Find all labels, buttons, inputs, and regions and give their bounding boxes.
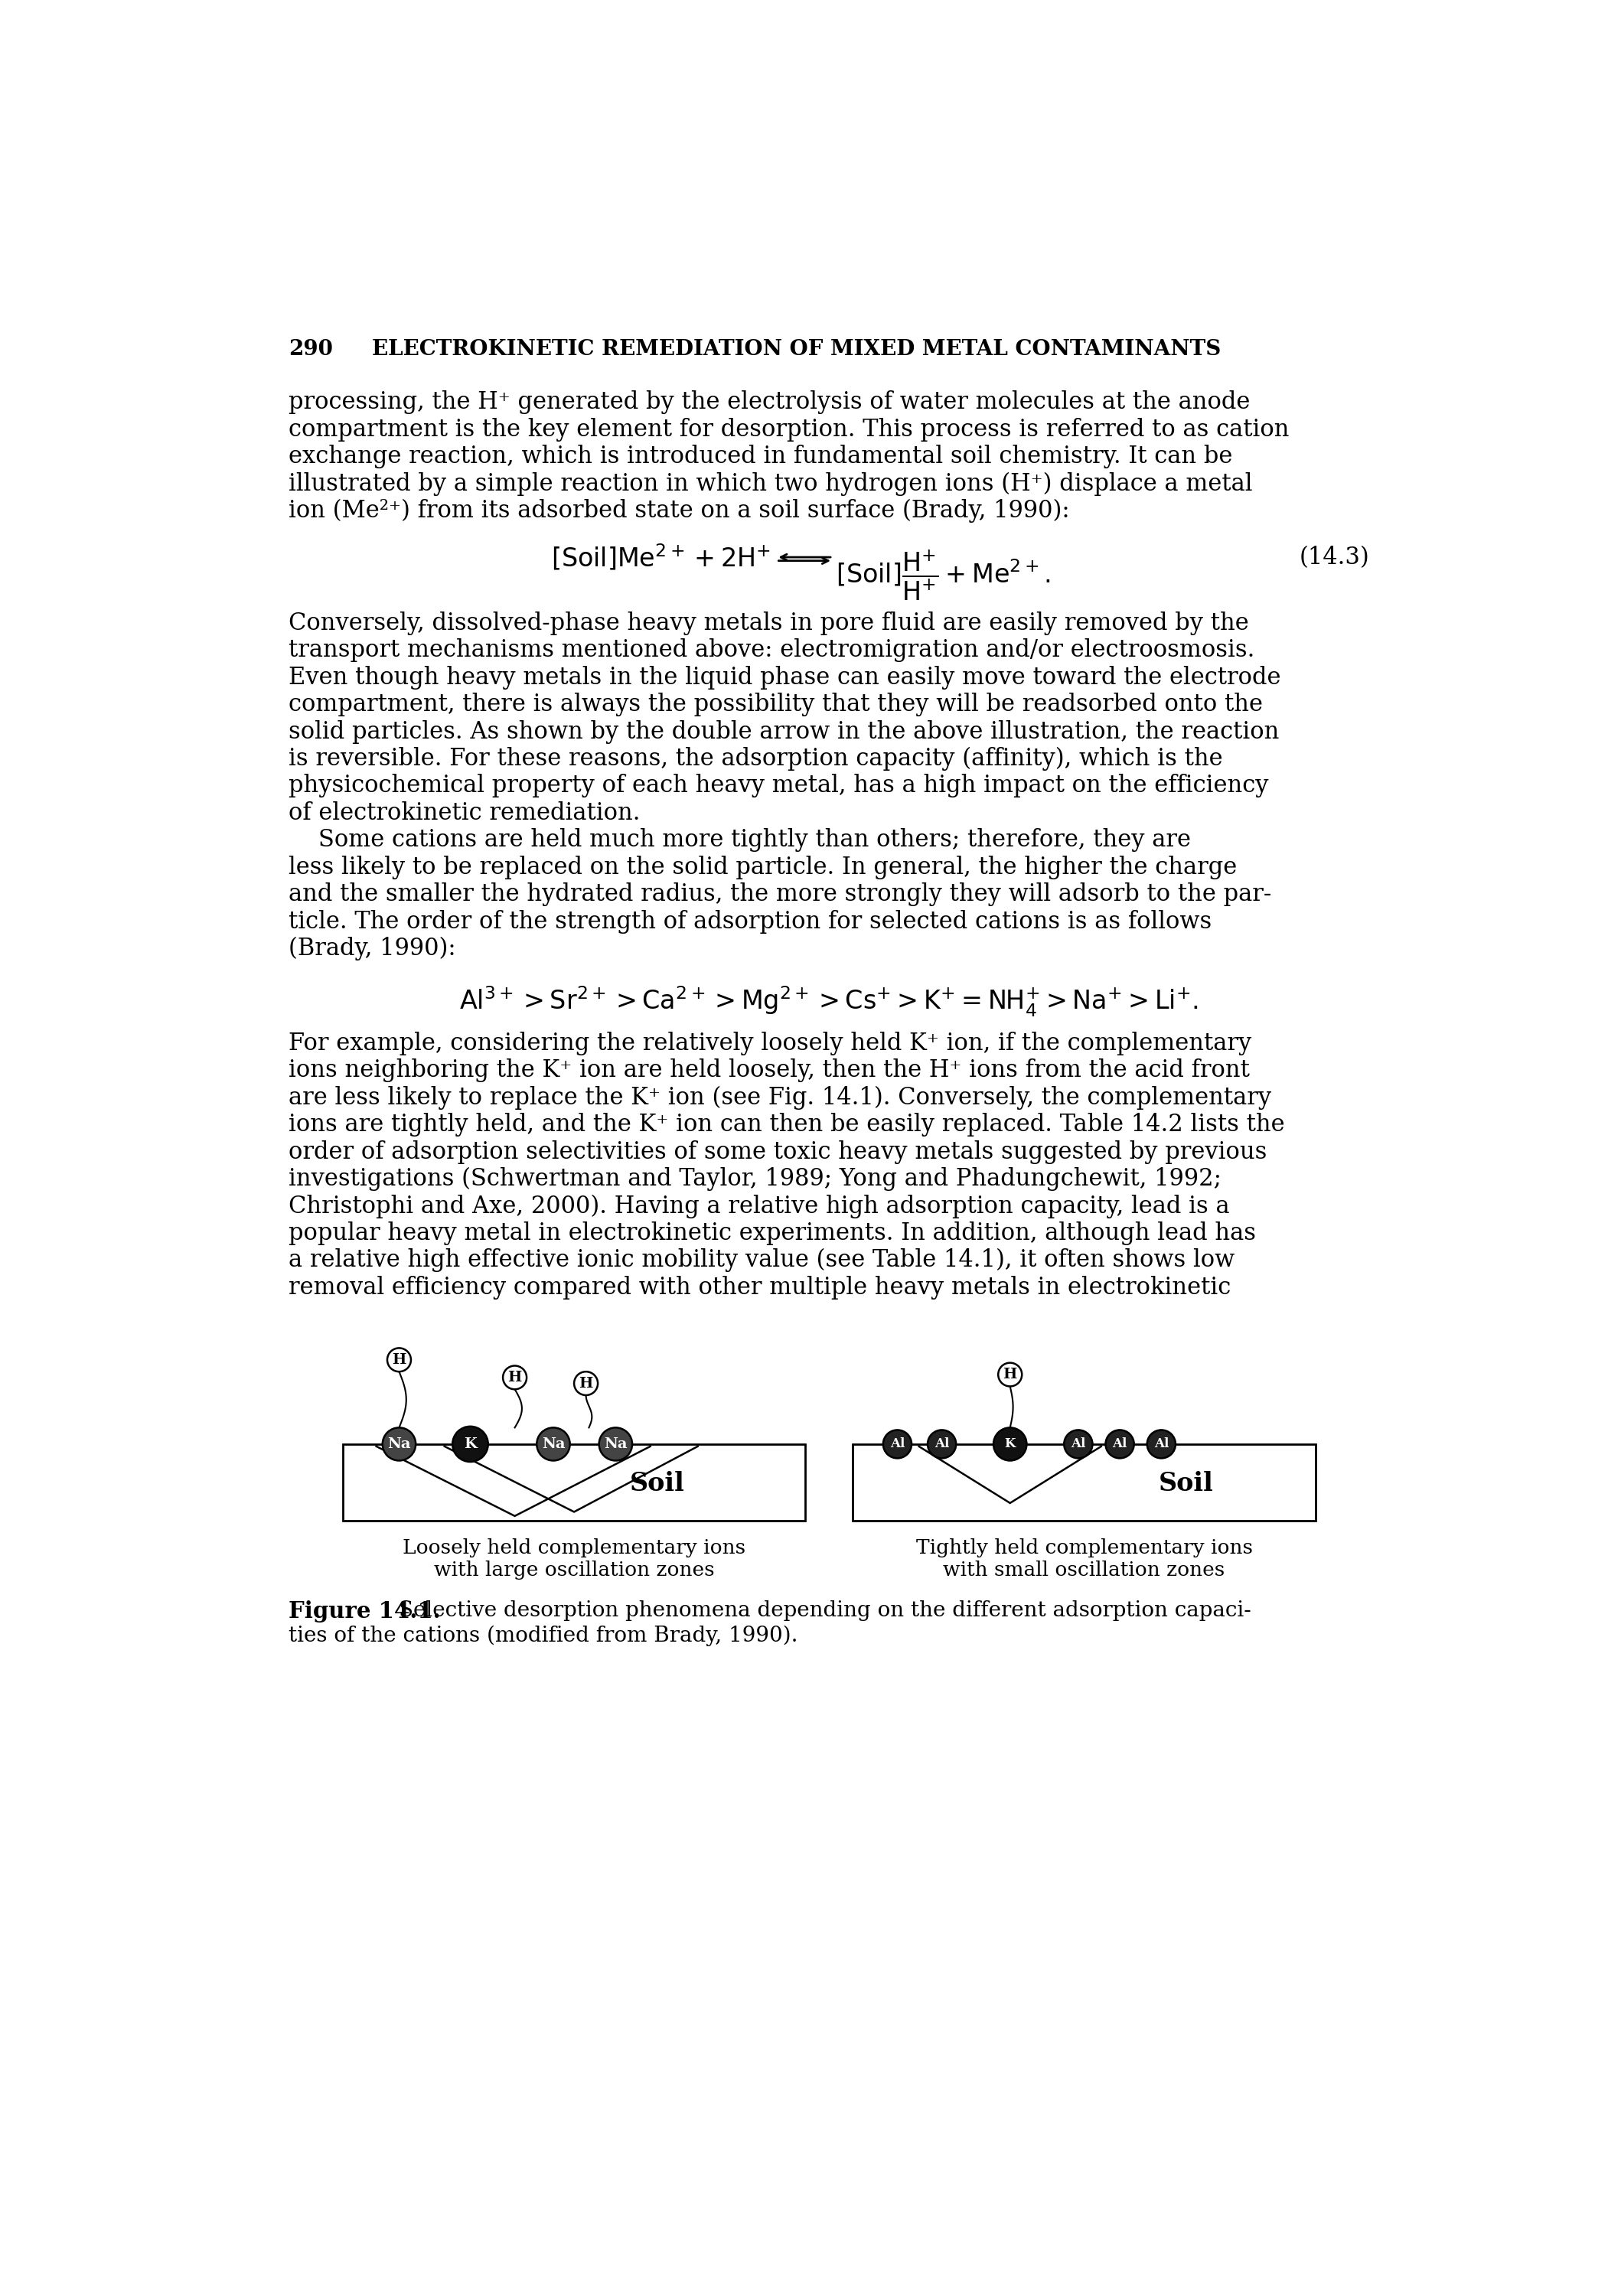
Text: with large oscillation zones: with large oscillation zones (434, 1561, 714, 1580)
Circle shape (1106, 1430, 1134, 1458)
Text: processing, the H⁺ generated by the electrolysis of water molecules at the anode: processing, the H⁺ generated by the elec… (289, 390, 1251, 413)
Circle shape (1147, 1430, 1175, 1458)
Text: are less likely to replace the K⁺ ion (see Fig. 14.1). Conversely, the complemen: are less likely to replace the K⁺ ion (s… (289, 1086, 1272, 1109)
Text: Some cations are held much more tightly than others; therefore, they are: Some cations are held much more tightly … (289, 829, 1192, 852)
Text: H: H (579, 1378, 593, 1391)
Bar (852, 1444, 1315, 1520)
Text: 290: 290 (289, 340, 333, 360)
Circle shape (503, 1366, 527, 1389)
Text: Al: Al (1071, 1437, 1085, 1451)
Text: ions are tightly held, and the K⁺ ion can then be easily replaced. Table 14.2 li: ions are tightly held, and the K⁺ ion ca… (289, 1114, 1285, 1137)
Circle shape (994, 1428, 1026, 1460)
Text: H: H (1003, 1368, 1018, 1382)
Text: H: H (508, 1371, 523, 1384)
Text: ELECTROKINETIC REMEDIATION OF MIXED METAL CONTAMINANTS: ELECTROKINETIC REMEDIATION OF MIXED META… (371, 340, 1220, 360)
Text: $\mathrm{Al}^{3+}>\mathrm{Sr}^{2+}>\mathrm{Ca}^{2+}>\mathrm{Mg}^{2+}>\mathrm{Cs}: $\mathrm{Al}^{3+}>\mathrm{Sr}^{2+}>\math… (460, 985, 1198, 1019)
Circle shape (928, 1430, 957, 1458)
Text: (Brady, 1990):: (Brady, 1990): (289, 937, 457, 960)
Text: popular heavy metal in electrokinetic experiments. In addition, although lead ha: popular heavy metal in electrokinetic ex… (289, 1221, 1256, 1244)
Text: $[\mathrm{Soil}]\mathrm{Me}^{2+}+2\mathrm{H}^{+}$: $[\mathrm{Soil}]\mathrm{Me}^{2+}+2\mathr… (550, 542, 770, 572)
Text: Christophi and Axe, 2000). Having a relative high adsorption capacity, lead is a: Christophi and Axe, 2000). Having a rela… (289, 1194, 1230, 1219)
Circle shape (452, 1426, 489, 1463)
Text: Selective desorption phenomena depending on the different adsorption capaci-: Selective desorption phenomena depending… (399, 1600, 1251, 1621)
Text: K: K (463, 1437, 476, 1451)
Text: Al: Al (1113, 1437, 1127, 1451)
Text: ion (Me²⁺) from its adsorbed state on a soil surface (Brady, 1990):: ion (Me²⁺) from its adsorbed state on a … (289, 498, 1069, 523)
Text: H: H (392, 1352, 407, 1366)
Text: is reversible. For these reasons, the adsorption capacity (affinity), which is t: is reversible. For these reasons, the ad… (289, 746, 1224, 771)
Text: physicochemical property of each heavy metal, has a high impact on the efficienc: physicochemical property of each heavy m… (289, 774, 1269, 797)
Circle shape (999, 1364, 1023, 1387)
Text: ties of the cations (modified from Brady, 1990).: ties of the cations (modified from Brady… (289, 1626, 798, 1646)
Text: exchange reaction, which is introduced in fundamental soil chemistry. It can be: exchange reaction, which is introduced i… (289, 445, 1233, 468)
Text: Even though heavy metals in the liquid phase can easily move toward the electrod: Even though heavy metals in the liquid p… (289, 666, 1282, 689)
Circle shape (600, 1428, 632, 1460)
Text: ticle. The order of the strength of adsorption for selected cations is as follow: ticle. The order of the strength of adso… (289, 909, 1212, 934)
Text: Conversely, dissolved-phase heavy metals in pore fluid are easily removed by the: Conversely, dissolved-phase heavy metals… (289, 611, 1249, 636)
Text: Soil: Soil (630, 1472, 685, 1497)
Text: of electrokinetic remediation.: of electrokinetic remediation. (289, 801, 640, 824)
Text: compartment, there is always the possibility that they will be readsorbed onto t: compartment, there is always the possibi… (289, 693, 1262, 716)
Text: transport mechanisms mentioned above: electromigration and/or electroosmosis.: transport mechanisms mentioned above: el… (289, 638, 1254, 661)
Text: Na: Na (388, 1437, 410, 1451)
Text: compartment is the key element for desorption. This process is referred to as ca: compartment is the key element for desor… (289, 418, 1290, 441)
Circle shape (883, 1430, 912, 1458)
Text: investigations (Schwertman and Taylor, 1989; Yong and Phadungchewit, 1992;: investigations (Schwertman and Taylor, 1… (289, 1166, 1222, 1192)
Bar (343, 1444, 806, 1520)
Circle shape (537, 1428, 569, 1460)
Circle shape (388, 1348, 412, 1371)
Text: Al: Al (934, 1437, 949, 1451)
Text: removal efficiency compared with other multiple heavy metals in electrokinetic: removal efficiency compared with other m… (289, 1277, 1232, 1300)
Text: ions neighboring the K⁺ ion are held loosely, then the H⁺ ions from the acid fro: ions neighboring the K⁺ ion are held loo… (289, 1058, 1249, 1081)
Text: $[\mathrm{Soil}]\dfrac{\mathrm{H}^{+}}{\mathrm{H}^{+}}+\mathrm{Me}^{2+}.$: $[\mathrm{Soil}]\dfrac{\mathrm{H}^{+}}{\… (836, 549, 1050, 604)
Text: Tightly held complementary ions: Tightly held complementary ions (917, 1538, 1253, 1557)
Circle shape (574, 1371, 598, 1396)
Text: Na: Na (542, 1437, 564, 1451)
Text: For example, considering the relatively loosely held K⁺ ion, if the complementar: For example, considering the relatively … (289, 1031, 1251, 1056)
Text: K: K (1005, 1437, 1016, 1451)
Text: Loosely held complementary ions: Loosely held complementary ions (402, 1538, 746, 1557)
Circle shape (1064, 1430, 1092, 1458)
Text: illustrated by a simple reaction in which two hydrogen ions (H⁺) displace a meta: illustrated by a simple reaction in whic… (289, 471, 1253, 496)
Text: and the smaller the hydrated radius, the more strongly they will adsorb to the p: and the smaller the hydrated radius, the… (289, 882, 1272, 907)
Text: Al: Al (889, 1437, 905, 1451)
Text: Na: Na (605, 1437, 627, 1451)
Text: Al: Al (1155, 1437, 1169, 1451)
Text: a relative high effective ionic mobility value (see Table 14.1), it often shows : a relative high effective ionic mobility… (289, 1249, 1235, 1272)
Text: (14.3): (14.3) (1299, 546, 1370, 569)
Circle shape (383, 1428, 416, 1460)
Text: solid particles. As shown by the double arrow in the above illustration, the rea: solid particles. As shown by the double … (289, 721, 1280, 744)
Text: order of adsorption selectivities of some toxic heavy metals suggested by previo: order of adsorption selectivities of som… (289, 1141, 1267, 1164)
Text: Soil: Soil (1158, 1472, 1214, 1497)
Text: with small oscillation zones: with small oscillation zones (944, 1561, 1225, 1580)
Text: Figure 14.1.: Figure 14.1. (289, 1600, 441, 1623)
Text: less likely to be replaced on the solid particle. In general, the higher the cha: less likely to be replaced on the solid … (289, 856, 1237, 879)
